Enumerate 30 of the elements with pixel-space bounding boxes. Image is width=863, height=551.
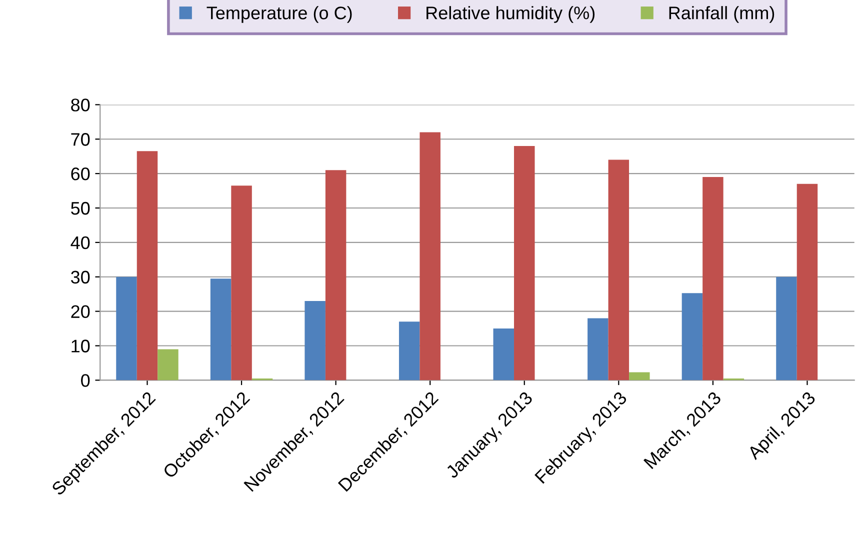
y-tick-label: 0 — [81, 374, 90, 387]
bar — [702, 177, 724, 380]
bar — [588, 318, 608, 380]
y-tick-label: 20 — [71, 305, 90, 318]
bar — [136, 151, 158, 380]
bar — [398, 322, 420, 380]
y-tick-label: 40 — [70, 236, 90, 250]
bar — [420, 132, 440, 380]
bar — [304, 300, 326, 380]
legend-label: Relative humidity (%) — [426, 6, 595, 23]
bar — [796, 184, 818, 380]
bar — [210, 278, 232, 380]
bar — [493, 328, 514, 380]
y-tick-label: 60 — [71, 168, 90, 180]
bar — [629, 372, 650, 380]
y-tick-label: 80 — [71, 98, 90, 112]
y-tick-label: 10 — [72, 340, 90, 352]
legend-label: Temperature (o C) — [206, 6, 352, 23]
bar — [608, 160, 630, 380]
legend-label: Rainfall (mm) — [669, 6, 774, 23]
bar — [158, 349, 178, 380]
y-tick-label: 70 — [71, 133, 90, 146]
bar — [231, 186, 252, 380]
bar — [514, 146, 535, 380]
bar — [682, 293, 703, 380]
y-tick-label: 30 — [70, 270, 90, 284]
bar — [776, 276, 797, 380]
y-tick-label: 50 — [71, 202, 90, 215]
bar — [325, 170, 346, 380]
bar — [116, 276, 137, 380]
